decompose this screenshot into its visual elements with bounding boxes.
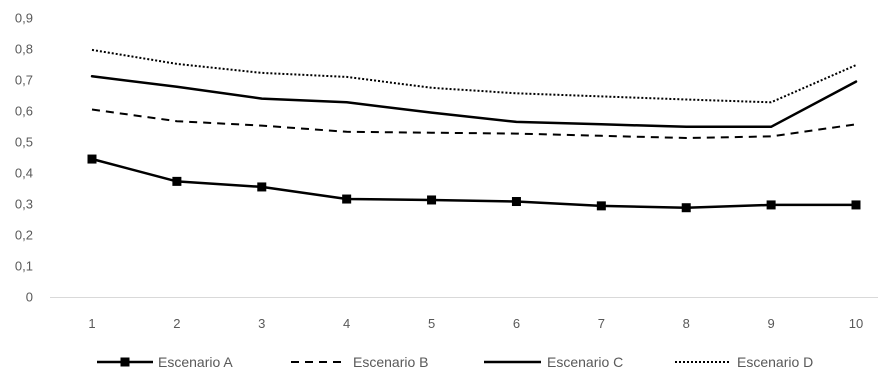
series-marker: [596, 201, 606, 211]
legend: Escenario A Escenario B Escenario C Escenar…: [97, 354, 813, 370]
legend-label: Escenario B: [353, 354, 428, 370]
series-marker: [681, 203, 691, 213]
x-tick-label: 2: [173, 316, 180, 331]
series-marker: [766, 200, 776, 210]
legend-label: Escenario C: [547, 354, 623, 370]
y-tick-label: 0,6: [15, 104, 33, 119]
series-line-4: [91, 48, 857, 104]
series-marker: [87, 154, 97, 164]
x-tick-label: 10: [849, 316, 863, 331]
y-tick-label: 0,3: [15, 197, 33, 212]
x-tick-label: 8: [683, 316, 690, 331]
y-tick-label: 0,5: [15, 135, 33, 150]
y-tick-label: 0,7: [15, 73, 33, 88]
legend-marker: [120, 357, 130, 367]
series-marker: [342, 194, 352, 204]
y-tick-label: 0,8: [15, 42, 33, 57]
x-tick-label: 9: [767, 316, 774, 331]
x-tick-label: 4: [343, 316, 350, 331]
series-lines: [90, 48, 858, 209]
y-tick-label: 0,9: [15, 11, 33, 26]
y-tick-label: 0,4: [15, 166, 33, 181]
series-marker: [427, 195, 437, 205]
series-marker: [511, 197, 521, 207]
y-tick-label: 0,2: [15, 228, 33, 243]
x-tick-label: 7: [598, 316, 605, 331]
x-tick-label: 6: [513, 316, 520, 331]
y-tick-label: 0,1: [15, 259, 33, 274]
y-axis-tick-labels: 0 0,1 0,2 0,3 0,4 0,5 0,6 0,7 0,8 0,9: [15, 11, 33, 305]
series-line-3: [90, 75, 858, 129]
x-axis-tick-labels: 1 2 3 4 5 6 7 8 9 10: [88, 316, 863, 331]
series-marker: [851, 200, 861, 210]
series-line-2: [91, 108, 857, 139]
series-marker: [257, 182, 267, 192]
series-marker: [172, 176, 182, 186]
y-tick-label: 0: [26, 290, 33, 305]
legend-label: Escenario D: [737, 354, 813, 370]
series-line-1: [90, 157, 858, 209]
x-tick-label: 5: [428, 316, 435, 331]
legend-label: Escenario A: [158, 354, 233, 370]
series-markers: [87, 154, 861, 213]
x-tick-label: 3: [258, 316, 265, 331]
x-tick-label: 1: [88, 316, 95, 331]
